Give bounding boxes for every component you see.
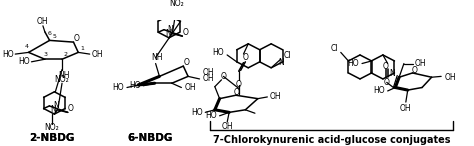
Text: NO₂: NO₂	[44, 123, 59, 132]
Text: OH: OH	[414, 59, 426, 68]
Text: N: N	[54, 101, 59, 110]
Text: O: O	[411, 66, 418, 75]
Text: OH: OH	[202, 74, 214, 84]
Text: HO: HO	[18, 57, 30, 66]
Text: 3: 3	[44, 52, 48, 57]
Text: 6: 6	[48, 31, 52, 36]
Text: OH: OH	[37, 17, 49, 26]
Text: OH: OH	[91, 50, 103, 59]
Text: O: O	[68, 104, 73, 113]
Text: 7-Chlorokynurenic acid-glucose conjugates: 7-Chlorokynurenic acid-glucose conjugate…	[212, 135, 450, 145]
Text: O: O	[236, 80, 242, 89]
Text: NH: NH	[58, 71, 70, 80]
Text: OH: OH	[221, 122, 233, 131]
Text: 2-NBDG: 2-NBDG	[29, 133, 74, 143]
Text: NO₂: NO₂	[169, 0, 184, 8]
Text: O: O	[383, 62, 389, 71]
Text: O: O	[242, 53, 248, 62]
Text: O: O	[73, 34, 79, 43]
Text: HO: HO	[213, 48, 224, 57]
Text: Cl: Cl	[283, 51, 291, 60]
Text: O: O	[220, 72, 227, 81]
Text: OH: OH	[400, 104, 411, 113]
Text: N: N	[278, 58, 283, 67]
Text: HO: HO	[191, 108, 202, 117]
Text: 2: 2	[64, 52, 68, 58]
Text: HO: HO	[373, 86, 385, 95]
Text: HO: HO	[205, 111, 217, 120]
Text: 1: 1	[80, 46, 84, 51]
Text: NH: NH	[151, 53, 162, 62]
Text: N: N	[165, 29, 171, 38]
Text: HO: HO	[2, 50, 13, 59]
Text: N: N	[50, 105, 56, 114]
Text: O: O	[182, 28, 188, 37]
Text: OH: OH	[269, 92, 281, 101]
Text: O: O	[234, 88, 240, 97]
Text: OH: OH	[202, 68, 214, 77]
Text: 2-NBDG: 2-NBDG	[29, 133, 74, 143]
Text: O: O	[384, 78, 390, 87]
Text: HO: HO	[112, 83, 124, 92]
Text: O: O	[183, 58, 189, 67]
Text: N: N	[390, 69, 395, 78]
Text: HO: HO	[347, 59, 359, 68]
Text: NO₂: NO₂	[55, 75, 69, 84]
Text: OH: OH	[184, 83, 196, 92]
Text: OH: OH	[445, 73, 456, 82]
Text: N: N	[167, 25, 173, 34]
Text: 4: 4	[25, 44, 29, 49]
Text: HO: HO	[129, 81, 140, 90]
Text: 5: 5	[53, 34, 56, 39]
Text: 6-NBDG: 6-NBDG	[127, 133, 173, 143]
Text: Cl: Cl	[330, 45, 338, 53]
Text: 6-NBDG: 6-NBDG	[127, 133, 173, 143]
